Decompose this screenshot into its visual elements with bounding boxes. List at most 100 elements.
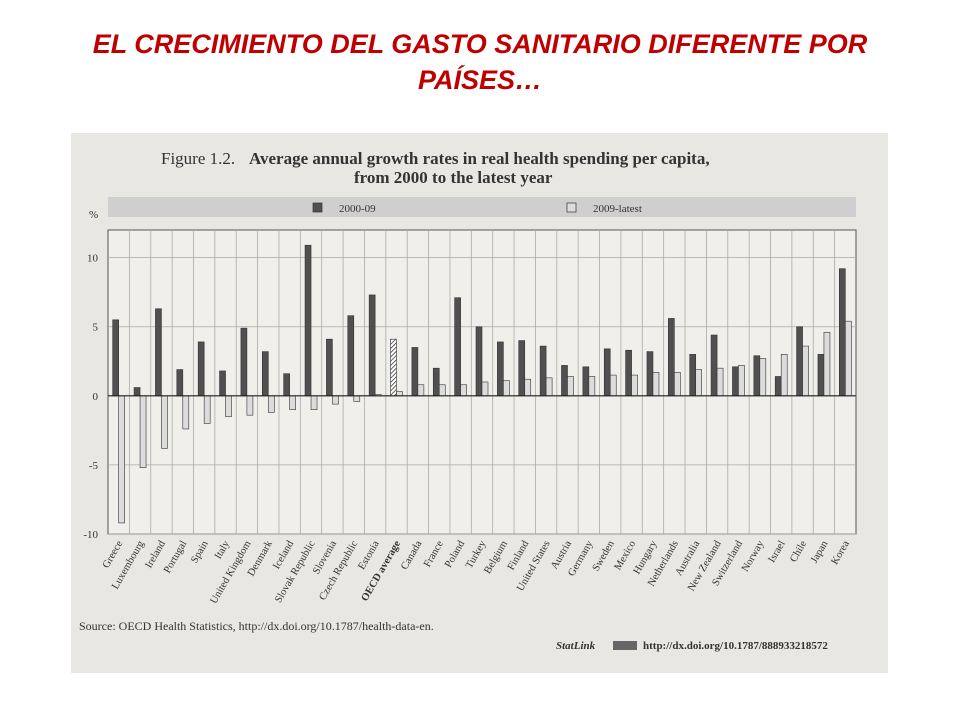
y-tick-label: -5 [89,460,99,472]
bar [631,374,638,397]
y-tick-label: 5 [93,322,99,334]
bar [802,345,809,397]
bar [267,395,275,413]
x-tick-label: Canada [399,539,424,572]
bar [475,326,483,397]
bar [396,391,403,397]
bar [588,376,596,397]
bar [347,315,355,397]
bar [460,384,467,397]
legend-band [108,197,856,217]
bar [652,372,660,397]
bar [310,395,318,410]
bar [539,345,547,397]
figure-panel: Figure 1.2. Average annual growth rates … [71,133,888,673]
legend-label: 2009-latest [593,203,642,215]
bar [524,378,532,397]
bar [674,372,681,397]
y-axis-label: % [89,209,98,221]
bar [823,331,831,397]
bar [155,308,162,397]
bar [161,395,168,449]
x-tick-label: Spain [189,538,211,565]
bar-chart: Figure 1.2. Average annual growth rates … [79,149,857,652]
bar [368,294,376,397]
bar [246,395,254,416]
bar [710,334,718,397]
bar [289,395,296,410]
x-tick-label: Korea [830,539,853,567]
figure-title-line2: from 2000 to the latest year [354,168,553,187]
legend: 2000-09 2009-latest [312,202,642,215]
x-tick-label: Italy [213,538,233,561]
bar [603,348,611,397]
legend-swatch [312,202,323,213]
source-note: Source: OECD Health Statistics, http://d… [79,619,434,633]
statlink-label: StatLink [556,640,596,652]
bar [240,327,248,397]
bar [283,373,290,397]
y-tick-label: 0 [93,391,99,403]
bar [839,268,846,397]
bar [497,341,504,397]
x-tick-label: Japan [809,538,831,565]
bar [545,377,553,397]
bar [176,369,184,397]
bar [454,297,461,397]
statlink-logo-icon [613,641,637,650]
y-tick-label: 10 [87,253,99,265]
bar [118,395,125,524]
bar [182,395,190,430]
bar [796,326,803,397]
bar [753,355,761,397]
bar [261,351,269,397]
bar [582,366,590,397]
legend-label: 2000-09 [339,203,376,215]
bar [695,369,703,397]
bar [304,244,312,397]
bar [225,395,232,417]
bar [197,341,205,397]
bar [518,340,526,397]
bar [817,354,825,397]
bar [716,367,724,397]
bar [112,319,119,397]
bar [625,349,632,397]
bars [112,244,852,524]
bar [609,374,617,397]
slide-title: EL CRECIMIENTO DEL GASTO SANITARIO DIFER… [92,29,868,95]
bar [561,365,568,397]
bar [438,384,446,397]
bar [417,384,425,397]
bar [411,347,419,397]
x-tick-label: Israel [767,539,788,565]
bar [738,365,745,397]
bar [390,338,397,397]
bar [326,338,333,397]
grid-lines [108,230,856,535]
legend-swatch [566,202,577,213]
y-tick-labels: 10 5 0 -5 -10 [83,253,98,541]
figure-number: Figure 1.2. [161,149,235,168]
x-tick-label: Chile [788,539,809,564]
bar [845,320,852,397]
bar [203,395,211,424]
bar [503,380,510,397]
bar [774,376,782,397]
x-tick-label: Norway [740,538,767,573]
bar [759,358,767,397]
bar [668,318,675,397]
bar [646,351,654,397]
figure-title-line1: Average annual growth rates in real heal… [249,149,710,168]
bar [353,395,361,402]
bar [219,370,226,397]
bar [780,354,788,397]
statlink-url[interactable]: http://dx.doi.org/10.1787/888933218572 [643,640,828,652]
bar [332,395,339,405]
bar [689,354,697,397]
bar [567,376,574,397]
bar [133,387,141,397]
y-tick-label: -10 [83,529,98,541]
bar [481,381,489,397]
